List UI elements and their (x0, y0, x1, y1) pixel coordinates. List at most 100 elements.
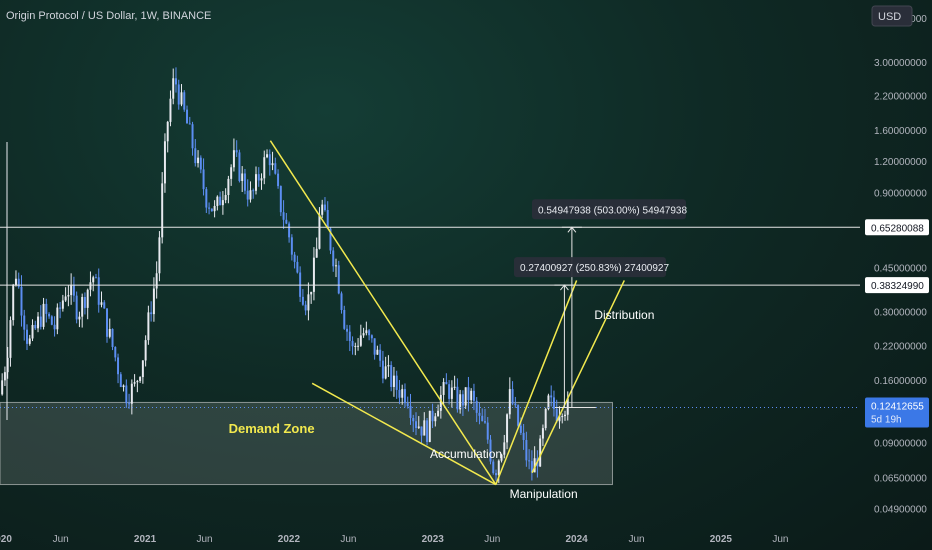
candle-body (406, 403, 409, 407)
price-tick-label: 1.20000000 (874, 157, 927, 168)
candle-body (202, 169, 205, 190)
candle-body (42, 303, 45, 327)
current-price-badge (865, 397, 929, 428)
currency-button-bg[interactable] (871, 5, 913, 27)
price-tick-label: 0.09000000 (874, 438, 927, 449)
candle-body (268, 154, 271, 166)
candle-body (279, 186, 282, 213)
candle-body (550, 395, 553, 398)
candle-body (312, 257, 315, 292)
candle-body (39, 316, 42, 327)
candle-body (50, 316, 53, 325)
currency-button-label[interactable]: USD (878, 11, 901, 23)
candle-body (348, 331, 351, 341)
candle-body (544, 408, 547, 429)
candle-body (492, 461, 495, 474)
candle-body (456, 386, 459, 410)
trendline (531, 280, 625, 474)
measure-layer: 0.54947938 (503.00%) 54947938 0.27400927 … (514, 199, 687, 409)
candle-body (448, 384, 451, 399)
candle-body (254, 174, 257, 191)
price-tick-label: 1.60000000 (874, 126, 927, 137)
candle-body (326, 210, 329, 229)
candle-body (301, 296, 304, 305)
measure-label-box (514, 257, 666, 278)
candle-body (130, 383, 133, 404)
candle-body (470, 390, 473, 401)
candle-body (1, 380, 4, 395)
candle-body (381, 360, 384, 379)
candle-body (92, 277, 95, 283)
trendline (495, 280, 578, 485)
current-price-label: 0.12412655 (871, 401, 924, 412)
candle-body (56, 307, 59, 330)
annotation-distribution: Distribution (594, 308, 654, 322)
candle-body (437, 410, 440, 417)
candle-body (103, 302, 106, 309)
time-tick-label: Jun (53, 534, 69, 545)
candle-body (169, 98, 172, 122)
candlestick-series (1, 67, 569, 483)
time-tick-label: Jun (340, 534, 356, 545)
candle-body (390, 365, 393, 387)
candle-body (216, 196, 219, 206)
candle-body (155, 273, 158, 289)
candle-body (59, 307, 62, 309)
annotation-accumulation: Accumulation (430, 447, 502, 461)
candle-body (249, 190, 252, 200)
price-tick-label: 0.90000000 (874, 188, 927, 199)
candle-body (227, 178, 230, 196)
candle-body (122, 385, 125, 388)
candle-body (423, 420, 426, 436)
time-tick-label: Jun (484, 534, 500, 545)
candle-body (263, 157, 266, 179)
measure-label: 0.54947938 (503.00%) 54947938 (538, 205, 687, 216)
candle-body (310, 291, 313, 295)
candle-body (522, 432, 525, 440)
candle-body (525, 439, 528, 461)
price-level-label: 0.65280088 (871, 223, 924, 234)
price-tick-label: 0.16000000 (874, 376, 927, 387)
candle-body (420, 426, 423, 436)
candle-body (246, 190, 249, 200)
candle-body (180, 92, 183, 105)
candle-body (417, 426, 420, 428)
candle-body (318, 214, 321, 249)
candle-body (125, 385, 128, 404)
candle-body (528, 460, 531, 462)
candle-body (558, 416, 561, 422)
candle-body (26, 329, 28, 344)
price-tick-label: 0.45000000 (874, 264, 927, 275)
price-axis: 4.500000003.000000002.200000001.60000000… (865, 14, 929, 515)
measure-label-box (532, 199, 686, 220)
candle-body (481, 415, 484, 422)
trendline (269, 140, 497, 485)
currency-button[interactable]: USD (871, 5, 913, 27)
candle-body (271, 163, 274, 166)
candle-body (161, 183, 164, 238)
candle-body (23, 315, 26, 330)
candle-body (442, 382, 445, 395)
candle-body (260, 178, 263, 181)
candle-body (285, 219, 288, 224)
candle-body (119, 374, 122, 388)
candle-body (89, 282, 92, 290)
candle-body (359, 335, 362, 346)
candle-body (329, 228, 332, 251)
candle-body (337, 265, 340, 294)
candle-body (293, 254, 296, 262)
trendline-layer (269, 140, 625, 486)
candle-body (61, 300, 64, 309)
time-tick-label: 2025 (710, 534, 733, 545)
candle-body (561, 416, 564, 418)
candle-body (100, 302, 103, 305)
price-tick-label: 0.04900000 (874, 504, 927, 515)
candle-body (431, 410, 434, 422)
candle-body (547, 395, 550, 409)
candle-body (232, 150, 235, 168)
candle-body (459, 394, 462, 410)
price-tick-label: 2.20000000 (874, 91, 927, 102)
candle-body (497, 460, 500, 476)
